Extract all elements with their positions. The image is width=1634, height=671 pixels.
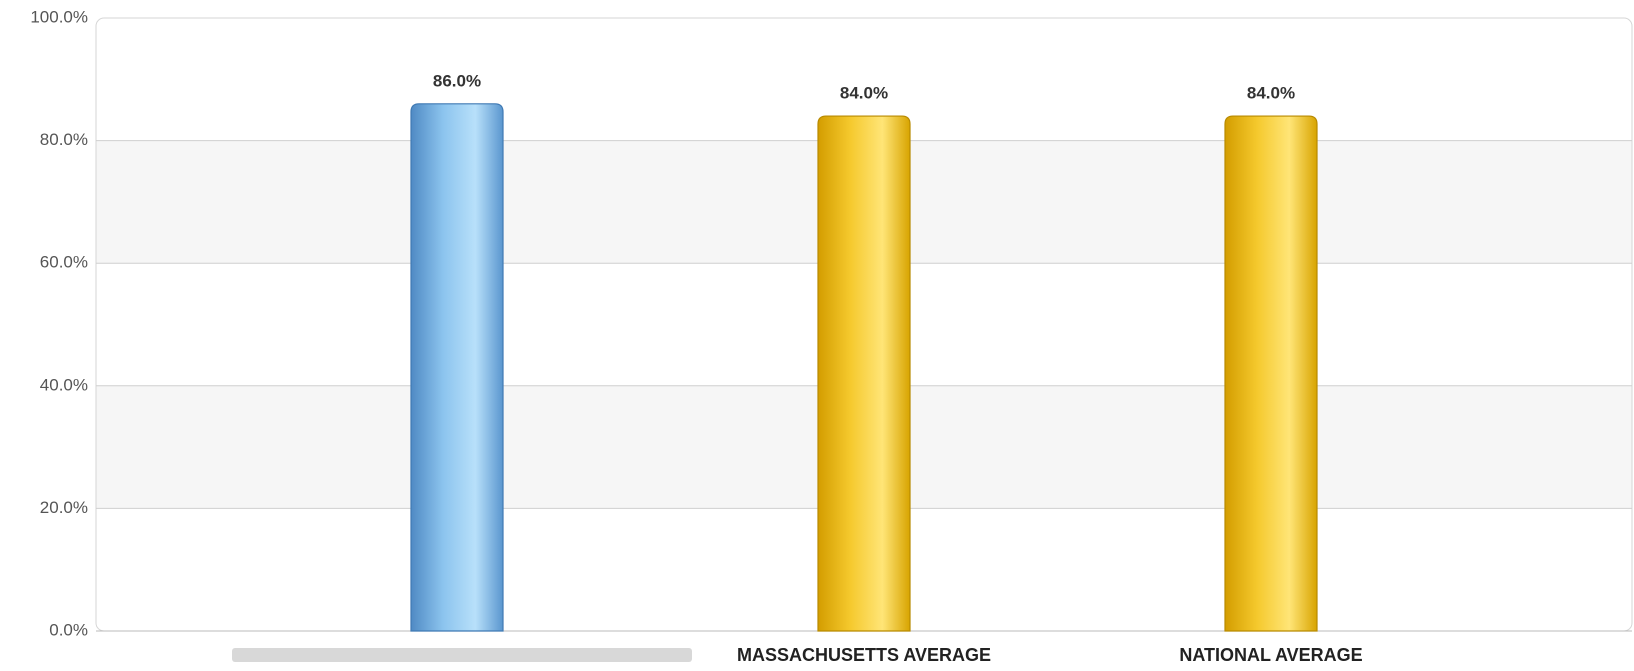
y-tick-label: 60.0% [40, 253, 88, 272]
y-tick-label: 80.0% [40, 130, 88, 149]
x-tick-label: NATIONAL AVERAGE [1179, 645, 1362, 665]
y-tick-label: 20.0% [40, 498, 88, 517]
bar [817, 115, 911, 632]
bar [410, 103, 504, 632]
data-label: 86.0% [433, 71, 481, 90]
x-tick-label: MASSACHUSETTS AVERAGE [737, 645, 991, 665]
blurred-label [232, 648, 692, 662]
redacted-label [232, 648, 692, 662]
y-tick-label: 40.0% [40, 375, 88, 394]
data-label: 84.0% [1247, 84, 1295, 103]
bar [1224, 115, 1318, 632]
y-tick-label: 0.0% [49, 620, 88, 639]
y-tick-label: 100.0% [30, 7, 88, 26]
data-label: 84.0% [840, 84, 888, 103]
